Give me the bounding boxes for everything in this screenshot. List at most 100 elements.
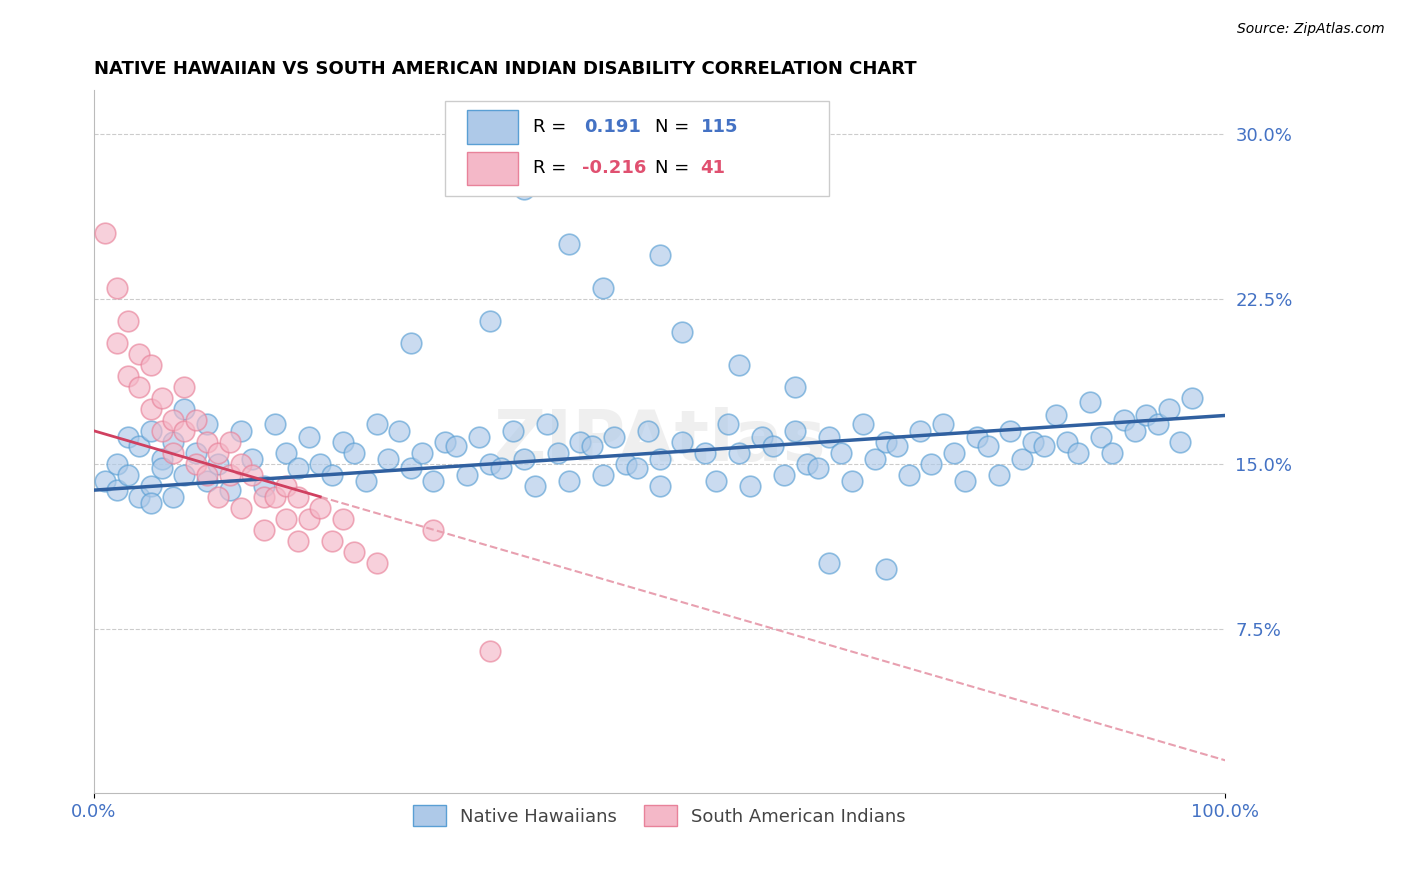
Point xyxy=(830,446,852,460)
Point xyxy=(648,248,671,262)
Text: 0.191: 0.191 xyxy=(583,118,641,136)
Point xyxy=(354,475,377,489)
Point xyxy=(128,490,150,504)
Point xyxy=(332,512,354,526)
Point xyxy=(513,452,536,467)
Point xyxy=(399,335,422,350)
Point xyxy=(558,475,581,489)
Point xyxy=(614,457,637,471)
Point xyxy=(366,417,388,432)
Point xyxy=(1112,413,1135,427)
Point xyxy=(1146,417,1168,432)
Point xyxy=(207,490,229,504)
Point xyxy=(671,325,693,339)
Point xyxy=(467,430,489,444)
Point xyxy=(253,479,276,493)
Point xyxy=(942,446,965,460)
Point xyxy=(728,446,751,460)
Point xyxy=(117,314,139,328)
Point xyxy=(117,368,139,383)
Point xyxy=(117,430,139,444)
Point xyxy=(162,434,184,449)
Bar xyxy=(467,152,519,186)
Point xyxy=(592,281,614,295)
Point xyxy=(1033,439,1056,453)
Point xyxy=(1090,430,1112,444)
Point xyxy=(569,434,592,449)
Point xyxy=(195,417,218,432)
Point xyxy=(1056,434,1078,449)
Point xyxy=(162,446,184,460)
Point xyxy=(1000,424,1022,438)
Point xyxy=(524,479,547,493)
Point xyxy=(581,439,603,453)
Point xyxy=(547,446,569,460)
Point xyxy=(276,512,298,526)
Point xyxy=(287,533,309,548)
Point xyxy=(478,457,501,471)
Point xyxy=(276,479,298,493)
Point xyxy=(785,380,807,394)
Point xyxy=(173,380,195,394)
Point xyxy=(1045,409,1067,423)
Text: Source: ZipAtlas.com: Source: ZipAtlas.com xyxy=(1237,22,1385,37)
Point xyxy=(648,452,671,467)
Legend: Native Hawaiians, South American Indians: Native Hawaiians, South American Indians xyxy=(406,798,912,833)
Point xyxy=(229,500,252,515)
Text: R =: R = xyxy=(533,118,572,136)
Text: N =: N = xyxy=(655,160,695,178)
Point xyxy=(433,434,456,449)
Point xyxy=(240,452,263,467)
Point xyxy=(444,439,467,453)
Point xyxy=(240,467,263,482)
Point xyxy=(704,475,727,489)
Point xyxy=(377,452,399,467)
Point xyxy=(287,461,309,475)
Point xyxy=(150,391,173,405)
Point xyxy=(875,434,897,449)
Point xyxy=(207,457,229,471)
Point xyxy=(94,475,117,489)
Point xyxy=(105,335,128,350)
Point xyxy=(897,467,920,482)
Point xyxy=(1123,424,1146,438)
Point xyxy=(716,417,738,432)
Point xyxy=(139,424,162,438)
Point xyxy=(818,556,841,570)
Text: -0.216: -0.216 xyxy=(582,160,645,178)
Point xyxy=(1168,434,1191,449)
Point xyxy=(388,424,411,438)
Point xyxy=(966,430,988,444)
Point xyxy=(253,523,276,537)
Point xyxy=(875,562,897,576)
Point xyxy=(626,461,648,475)
Point xyxy=(422,523,444,537)
Point xyxy=(1101,446,1123,460)
Point xyxy=(740,479,762,493)
Point xyxy=(94,226,117,240)
Point xyxy=(195,475,218,489)
Point xyxy=(637,424,659,438)
Point xyxy=(977,439,1000,453)
Point xyxy=(920,457,942,471)
Point xyxy=(139,496,162,510)
Point xyxy=(728,358,751,372)
Point xyxy=(105,483,128,497)
Point xyxy=(908,424,931,438)
Point xyxy=(139,358,162,372)
Point xyxy=(173,424,195,438)
Point xyxy=(491,461,513,475)
Point xyxy=(558,237,581,252)
Point xyxy=(229,457,252,471)
Point xyxy=(536,417,558,432)
Point xyxy=(1135,409,1157,423)
Point xyxy=(150,424,173,438)
Point xyxy=(1157,401,1180,416)
Point xyxy=(955,475,977,489)
Point xyxy=(648,479,671,493)
Point xyxy=(184,446,207,460)
Point xyxy=(321,467,343,482)
Point xyxy=(139,479,162,493)
Text: NATIVE HAWAIIAN VS SOUTH AMERICAN INDIAN DISABILITY CORRELATION CHART: NATIVE HAWAIIAN VS SOUTH AMERICAN INDIAN… xyxy=(94,60,917,78)
Point xyxy=(603,430,626,444)
